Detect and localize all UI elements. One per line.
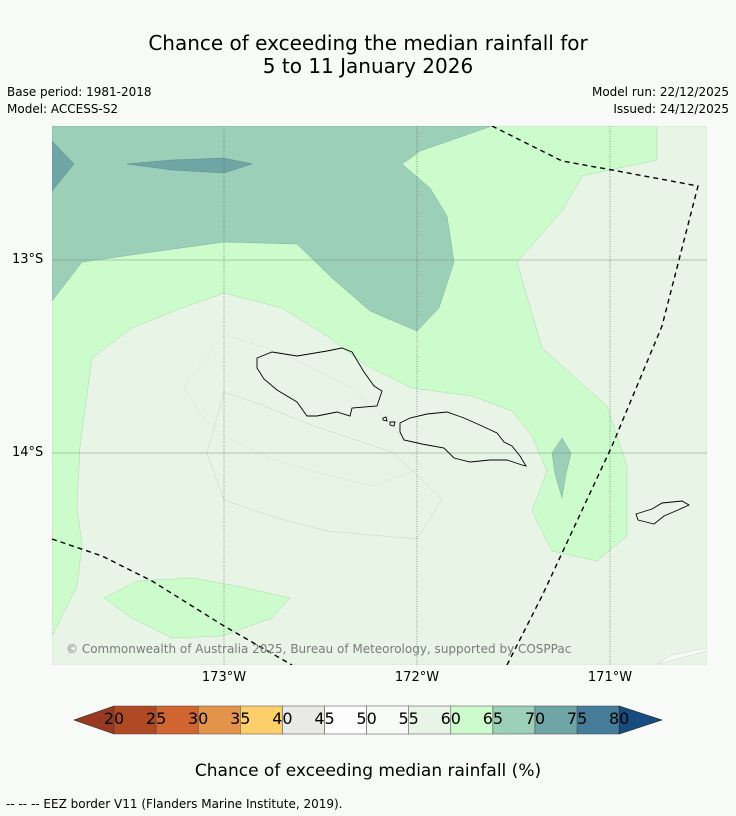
colorbar-tick-25: 25 — [145, 709, 167, 728]
colorbar-tick-75: 75 — [566, 709, 588, 728]
colorbar-tick-35: 35 — [230, 709, 251, 728]
contour-52-line — [183, 333, 423, 487]
colorbar-segment-65-70 — [492, 705, 536, 735]
colorbar-tick-60: 60 — [440, 709, 461, 728]
chart-title-line-1: Chance of exceeding the median rainfall … — [148, 31, 588, 55]
lon-label-172W: 172°W — [394, 670, 440, 685]
colorbar-segment-45-50 — [324, 705, 367, 735]
rainfall-map: © Commonwealth of Australia 2025, Bureau… — [52, 126, 707, 665]
issued-date: Issued: 24/12/2025 — [613, 102, 729, 116]
island-upolu — [399, 411, 527, 467]
colorbar-tick-50: 50 — [356, 709, 377, 728]
colorbar-segment-30-35 — [197, 705, 241, 735]
contour-60-65-south — [103, 577, 291, 639]
map-copyright: © Commonwealth of Australia 2025, Bureau… — [66, 642, 571, 656]
colorbar — [73, 705, 663, 735]
eez-border-north — [491, 126, 699, 665]
colorbar-tick-40: 40 — [272, 709, 293, 728]
eez-border-south — [52, 538, 293, 665]
lon-label-173W: 173°W — [201, 670, 247, 685]
colorbar-segment-40-45 — [282, 705, 325, 735]
colorbar-extend-high — [618, 705, 663, 735]
island-tutuila — [635, 500, 690, 525]
contour-70-75-north — [126, 157, 253, 174]
colorbar-ticks: 20 25 30 35 40 45 50 55 60 65 70 75 80 — [0, 709, 736, 729]
colorbar-segment-60-65 — [450, 705, 494, 735]
contour-70-75-west — [52, 140, 75, 192]
colorbar-label: Chance of exceeding median rainfall (%) — [194, 761, 542, 781]
model-name: Model: ACCESS-S2 — [7, 102, 119, 116]
colorbar-segment-50-55 — [366, 705, 409, 735]
colorbar-tick-65: 65 — [482, 709, 504, 728]
colorbar-tick-55: 55 — [398, 709, 419, 728]
colorbar-segment-55-60 — [408, 705, 452, 735]
chart-title-line-2: 5 to 11 January 2026 — [262, 54, 474, 78]
colorbar-tick-20: 20 — [103, 709, 125, 728]
meta-right: Model run: 22/12/2025 Issued: 24/12/2025 — [592, 84, 729, 118]
colorbar-segment-25-30 — [155, 705, 199, 735]
eez-footnote: -- -- -- EEZ border V11 (Flanders Marine… — [6, 797, 343, 811]
colorbar-tick-30: 30 — [188, 709, 209, 728]
base-period: Base period: 1981-2018 — [7, 85, 152, 99]
island-savaii — [256, 347, 383, 417]
model-run: Model run: 22/12/2025 — [591, 85, 729, 99]
island-manono — [382, 416, 396, 427]
colorbar-tick-70: 70 — [524, 709, 546, 728]
lat-label-13S: 13°S — [12, 252, 44, 267]
colorbar-segment-75-80 — [576, 705, 620, 735]
colorbar-tick-80: 80 — [609, 709, 630, 728]
colorbar-tick-45: 45 — [314, 709, 335, 728]
lat-label-14S: 14°S — [12, 445, 44, 460]
colorbar-segment-20-25 — [113, 705, 157, 735]
lon-label-171W: 171°W — [587, 670, 633, 685]
meta-left: Base period: 1981-2018 Model: ACCESS-S2 — [7, 84, 152, 118]
colorbar-segment-70-75 — [534, 705, 578, 735]
